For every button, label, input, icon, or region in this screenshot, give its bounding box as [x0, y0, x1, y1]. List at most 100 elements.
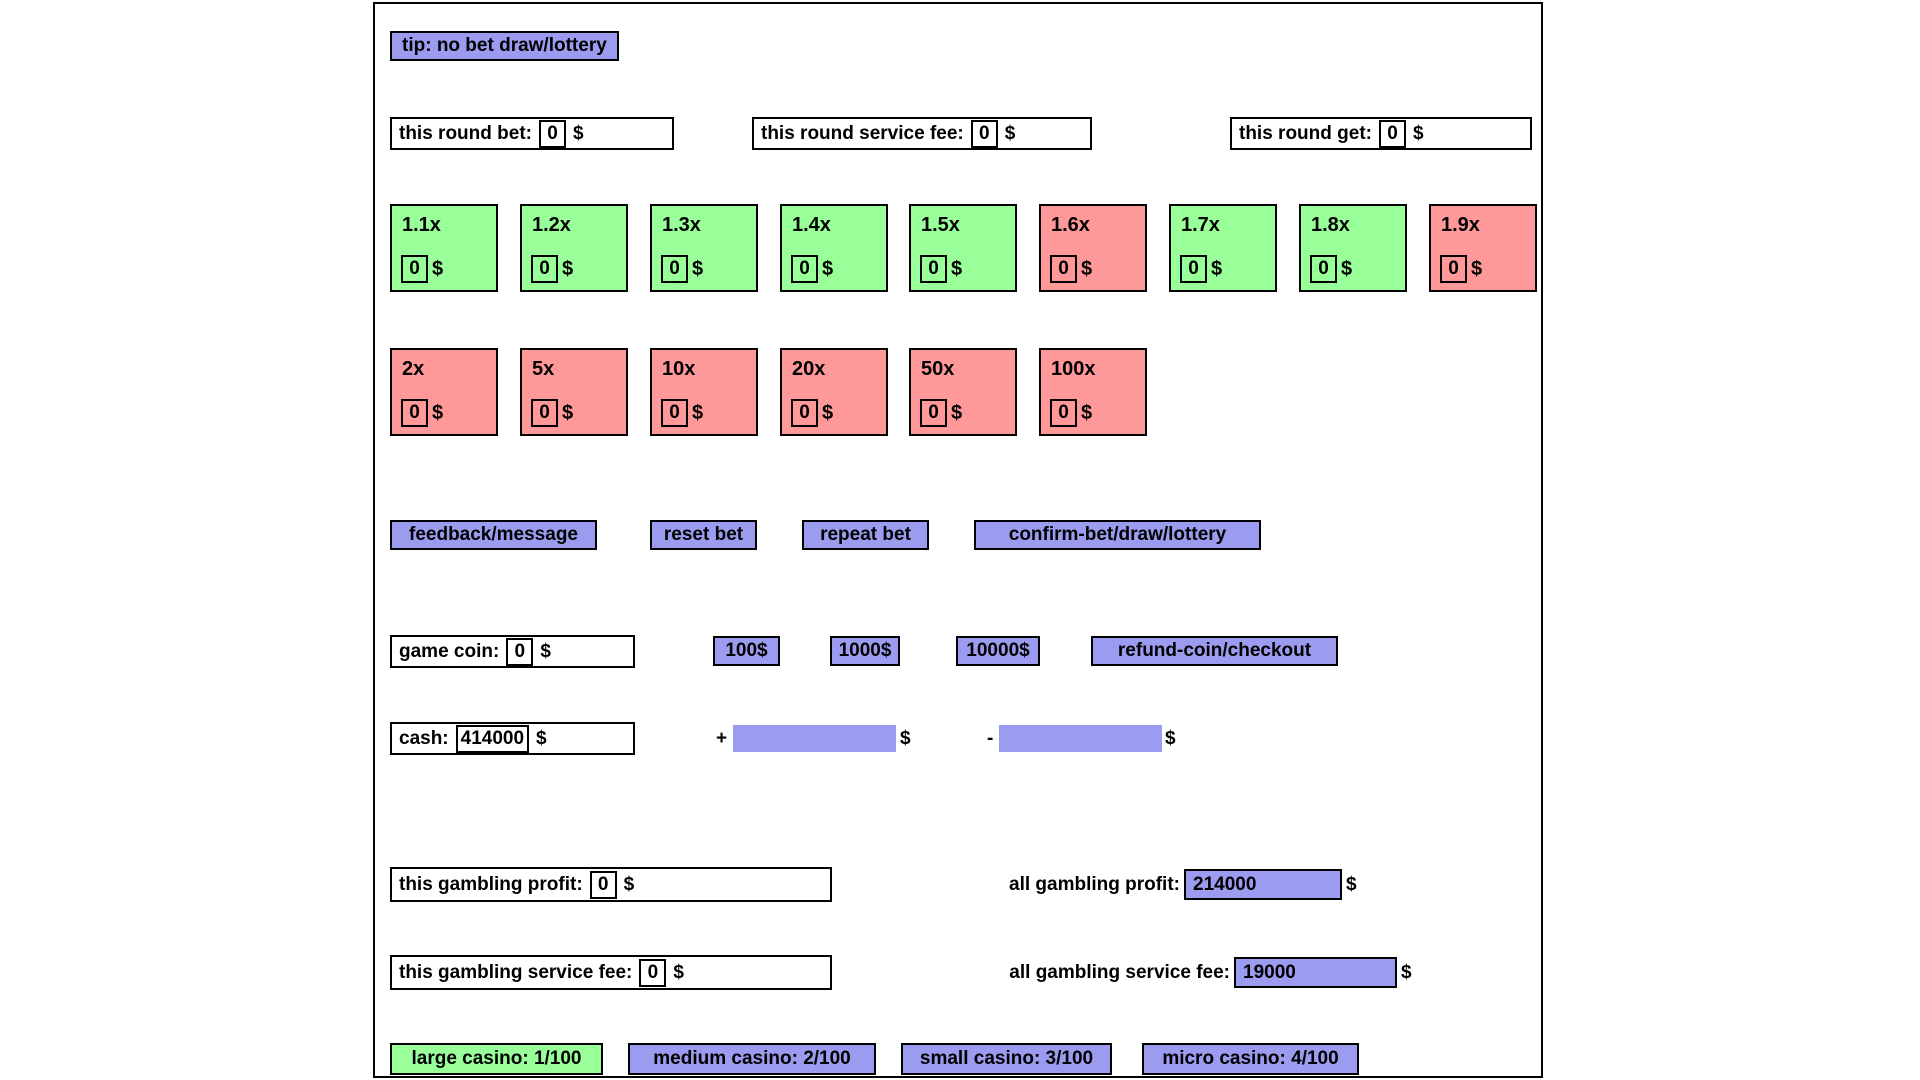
all-gambling-service-fee-value: 19000: [1234, 957, 1397, 988]
this-gambling-profit-box: this gambling profit: 0 $: [390, 867, 832, 902]
bet-amount-input[interactable]: 0: [791, 255, 818, 283]
round-get-value[interactable]: 0: [1378, 119, 1406, 148]
this-gambling-service-fee-label: this gambling service fee:: [399, 961, 633, 983]
minus-sign: -: [987, 727, 994, 749]
bet-box-1-7x[interactable]: 1.7x 0 $: [1169, 204, 1277, 292]
bet-amount-input[interactable]: 0: [661, 399, 688, 427]
multiplier-label: 1.4x: [792, 214, 831, 236]
currency-label: $: [1401, 961, 1412, 983]
bet-box-2x[interactable]: 2x 0 $: [390, 348, 498, 436]
large-casino-button[interactable]: large casino: 1/100: [390, 1043, 603, 1075]
bet-amount-input[interactable]: 0: [661, 255, 688, 283]
multiplier-label: 1.7x: [1181, 214, 1220, 236]
currency-label: $: [1471, 257, 1483, 280]
refund-coin-checkout-button[interactable]: refund-coin/checkout: [1091, 636, 1338, 666]
this-gambling-profit-value: 0: [589, 870, 617, 899]
currency-label: $: [536, 727, 547, 749]
bet-box-1-1x[interactable]: 1.1x 0 $: [390, 204, 498, 292]
bet-box-1-3x[interactable]: 1.3x 0 $: [650, 204, 758, 292]
bet-box-1-6x[interactable]: 1.6x 0 $: [1039, 204, 1147, 292]
feedback-message-button[interactable]: feedback/message: [390, 520, 597, 550]
bet-amount-input[interactable]: 0: [1050, 255, 1077, 283]
multiplier-label: 1.9x: [1441, 214, 1480, 236]
bet-box-10x[interactable]: 10x 0 $: [650, 348, 758, 436]
bet-amount-input[interactable]: 0: [531, 255, 558, 283]
bet-box-1-8x[interactable]: 1.8x 0 $: [1299, 204, 1407, 292]
multiplier-label: 1.5x: [921, 214, 960, 236]
bet-box-5x[interactable]: 5x 0 $: [520, 348, 628, 436]
bet-amount-input[interactable]: 0: [401, 255, 428, 283]
bet-amount-input[interactable]: 0: [1050, 399, 1077, 427]
cash-subtract-input[interactable]: [999, 725, 1162, 752]
buy-coin-1000-button[interactable]: 1000$: [830, 636, 900, 666]
this-gambling-profit-label: this gambling profit:: [399, 873, 583, 895]
tip-banner: tip: no bet draw/lottery: [390, 31, 619, 61]
multiplier-label: 1.3x: [662, 214, 701, 236]
round-bet-label: this round bet:: [399, 122, 532, 144]
bet-box-1-5x[interactable]: 1.5x 0 $: [909, 204, 1017, 292]
currency-label: $: [673, 961, 684, 983]
currency-label: $: [1081, 401, 1093, 424]
currency-label: $: [562, 257, 574, 280]
multiplier-label: 1.6x: [1051, 214, 1090, 236]
round-bet-box: this round bet: 0 $: [390, 117, 674, 150]
currency-label: $: [1004, 122, 1016, 144]
cash-box: cash: 414000 $: [390, 722, 635, 755]
multiplier-label: 1.2x: [532, 214, 571, 236]
round-service-fee-value[interactable]: 0: [970, 119, 998, 148]
round-get-label: this round get:: [1239, 122, 1372, 144]
game-coin-value[interactable]: 0: [506, 637, 534, 666]
all-gambling-profit-value: 214000: [1184, 869, 1342, 900]
currency-label: $: [692, 257, 704, 280]
small-casino-button[interactable]: small casino: 3/100: [901, 1043, 1112, 1075]
currency-label: $: [951, 257, 963, 280]
round-service-fee-box: this round service fee: 0 $: [752, 117, 1092, 150]
cash-add-input[interactable]: [733, 725, 896, 752]
buy-coin-100-button[interactable]: 100$: [713, 636, 780, 666]
repeat-bet-button[interactable]: repeat bet: [802, 520, 929, 550]
cash-value: 414000: [455, 724, 530, 753]
bet-amount-input[interactable]: 0: [1180, 255, 1207, 283]
currency-label: $: [900, 727, 911, 749]
currency-label: $: [1346, 873, 1357, 895]
bet-box-1-4x[interactable]: 1.4x 0 $: [780, 204, 888, 292]
currency-label: $: [572, 122, 584, 144]
bet-box-1-9x[interactable]: 1.9x 0 $: [1429, 204, 1537, 292]
bet-box-1-2x[interactable]: 1.2x 0 $: [520, 204, 628, 292]
currency-label: $: [1165, 727, 1176, 749]
multiplier-label: 1.8x: [1311, 214, 1350, 236]
all-gambling-service-fee-label: all gambling service fee:: [1009, 961, 1230, 983]
multiplier-label: 1.1x: [402, 214, 441, 236]
bet-box-100x[interactable]: 100x 0 $: [1039, 348, 1147, 436]
round-service-fee-label: this round service fee:: [761, 122, 964, 144]
bet-amount-input[interactable]: 0: [920, 255, 947, 283]
bet-amount-input[interactable]: 0: [920, 399, 947, 427]
multiplier-label: 20x: [792, 358, 826, 380]
currency-label: $: [951, 401, 963, 424]
this-gambling-service-fee-value: 0: [639, 958, 667, 987]
medium-casino-button[interactable]: medium casino: 2/100: [628, 1043, 876, 1075]
bet-amount-input[interactable]: 0: [1440, 255, 1467, 283]
currency-label: $: [623, 873, 635, 895]
currency-label: $: [540, 640, 551, 662]
bet-box-20x[interactable]: 20x 0 $: [780, 348, 888, 436]
currency-label: $: [432, 257, 444, 280]
bet-amount-input[interactable]: 0: [1310, 255, 1337, 283]
multiplier-label: 5x: [532, 358, 555, 380]
micro-casino-button[interactable]: micro casino: 4/100: [1142, 1043, 1359, 1075]
buy-coin-10000-button[interactable]: 10000$: [956, 636, 1040, 666]
confirm-bet-draw-lottery-button[interactable]: confirm-bet/draw/lottery: [974, 520, 1261, 550]
bet-amount-input[interactable]: 0: [791, 399, 818, 427]
currency-label: $: [822, 401, 834, 424]
bet-amount-input[interactable]: 0: [531, 399, 558, 427]
currency-label: $: [562, 401, 574, 424]
reset-bet-button[interactable]: reset bet: [650, 520, 757, 550]
this-gambling-service-fee-box: this gambling service fee: 0 $: [390, 955, 832, 990]
game-coin-box: game coin: 0 $: [390, 635, 635, 668]
all-gambling-profit-label: all gambling profit:: [1009, 873, 1180, 895]
currency-label: $: [1211, 257, 1223, 280]
bet-amount-input[interactable]: 0: [401, 399, 428, 427]
round-bet-value[interactable]: 0: [538, 119, 566, 148]
game-coin-label: game coin:: [399, 640, 500, 662]
bet-box-50x[interactable]: 50x 0 $: [909, 348, 1017, 436]
